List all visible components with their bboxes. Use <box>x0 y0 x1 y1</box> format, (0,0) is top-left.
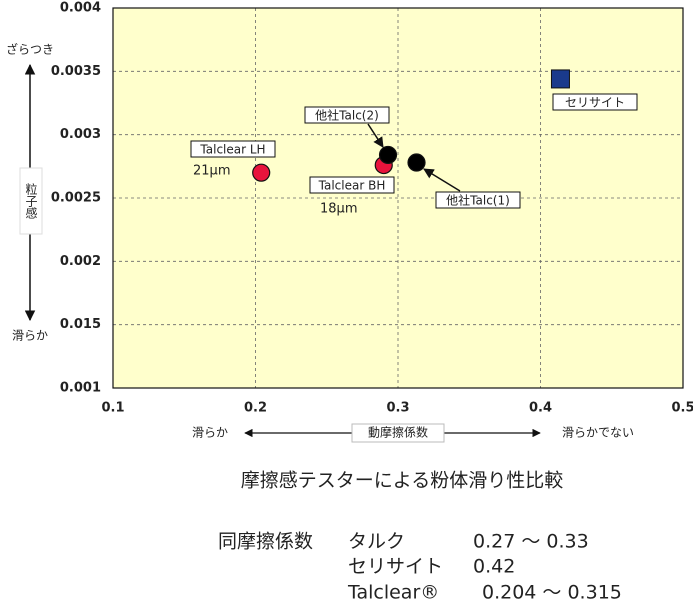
caption-title: 摩擦感テスターによる粉体滑り性比較 <box>241 470 563 492</box>
caption-value: 0.27 〜 0.33 <box>473 531 589 553</box>
marker <box>407 153 426 172</box>
point-label: 他社Talc(1) <box>446 193 510 208</box>
caption-name: セリサイト <box>348 556 443 578</box>
x-tick-label: 0.3 <box>386 401 409 416</box>
caption-name: タルク <box>348 531 405 553</box>
y-label: 粒子感 <box>24 182 38 219</box>
y-tick-label: 0.001 <box>60 381 101 396</box>
annotation: 18μm <box>320 202 357 217</box>
caption-label: 同摩擦係数 <box>218 531 313 553</box>
y-tick-label: 0.0025 <box>51 191 101 206</box>
point-label: Talclear BH <box>318 179 386 193</box>
label-box <box>309 176 395 194</box>
y-tick-label: 0.003 <box>60 127 101 142</box>
y-label-box <box>19 167 43 235</box>
point-label: セリサイト <box>565 96 625 110</box>
marker <box>550 69 570 89</box>
y-tick-label: 0.0035 <box>51 64 101 79</box>
x-label-box <box>351 423 445 443</box>
caption-name: Talclear® <box>347 582 439 601</box>
y-label-bottom: 滑らか <box>12 329 48 343</box>
label-box <box>552 93 638 111</box>
caption-value: 0.204 〜 0.315 <box>482 582 622 601</box>
annotation: 21μm <box>193 164 230 179</box>
y-tick-label: 0.004 <box>60 1 101 16</box>
x-label-left: 滑らか <box>192 426 228 440</box>
x-label-right: 滑らかでない <box>562 426 634 440</box>
marker <box>252 163 271 182</box>
y-tick-label: 0.015 <box>60 317 101 332</box>
x-tick-label: 0.2 <box>244 401 267 416</box>
y-tick-label: 0.002 <box>60 254 101 269</box>
plot-area <box>112 7 684 389</box>
label-box <box>304 106 390 124</box>
x-tick-label: 0.1 <box>101 401 124 416</box>
label-box <box>435 191 521 209</box>
arrow <box>367 123 384 148</box>
caption-value: 0.42 <box>473 556 515 578</box>
y-label-top: ざらつき <box>6 42 54 57</box>
label-box <box>190 140 276 158</box>
x-tick-label: 0.5 <box>671 401 693 416</box>
point-label: 他社Talc(2) <box>315 108 379 123</box>
plot-border <box>112 7 684 389</box>
arrow <box>423 168 461 192</box>
marker <box>378 145 398 165</box>
x-label: 動摩擦係数 <box>368 425 428 440</box>
point-label: Talclear LH <box>199 143 265 157</box>
x-tick-label: 0.4 <box>529 401 552 416</box>
